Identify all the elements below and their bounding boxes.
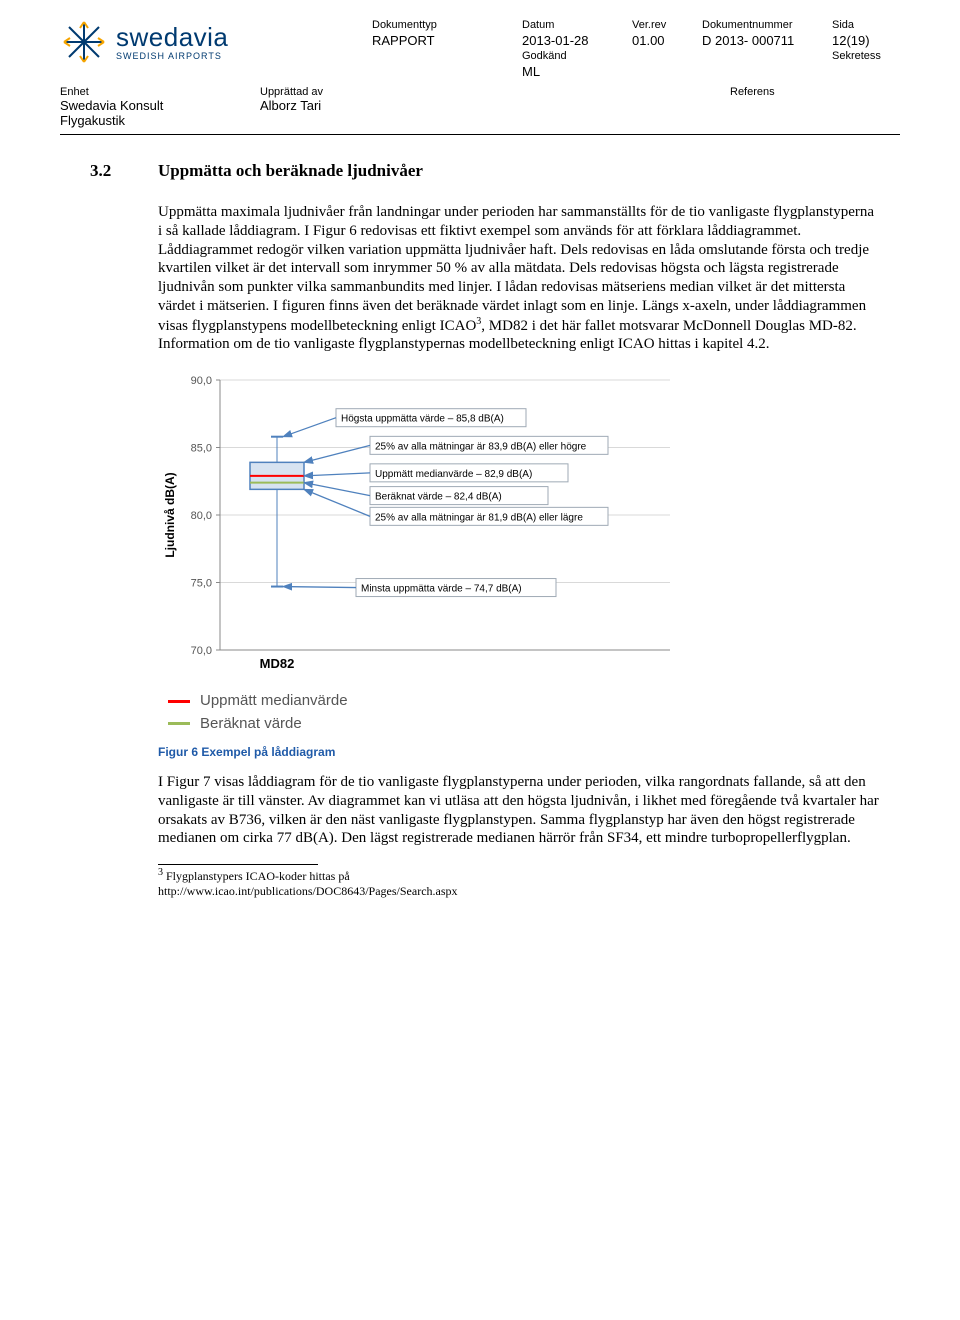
legend-median-label: Uppmätt medianvärde (200, 690, 348, 713)
svg-text:Ljudnivå dB(A): Ljudnivå dB(A) (163, 472, 177, 557)
meta-dokumenttyp: RAPPORT (370, 32, 520, 49)
svg-text:MD82: MD82 (260, 656, 295, 671)
snowflake-icon (60, 18, 108, 66)
enhet-2: Flygakustik (60, 113, 260, 128)
meta-datum: 2013-01-28 (520, 32, 630, 49)
enhet-lbl: Enhet (60, 86, 260, 98)
section-heading: 3.2 Uppmätta och beräknade ljudnivåer (90, 161, 900, 181)
svg-text:25% av alla mätningar är 83,9: 25% av alla mätningar är 83,9 dB(A) elle… (375, 441, 587, 452)
footnote-3: 3 Flygplanstypers ICAO-koder hittas på h… (158, 867, 900, 899)
meta-doknr-lbl: Dokumentnummer (700, 18, 830, 32)
section-number: 3.2 (90, 161, 134, 181)
doc-submeta: Enhet Swedavia Konsult Flygakustik Upprä… (60, 86, 900, 128)
boxplot-svg: 70,0 75,0 80,0 85,0 90,0 Ljudnivå dB(A) MD82 Hö… (158, 370, 678, 680)
svg-text:70,0: 70,0 (191, 645, 212, 657)
svg-text:90,0: 90,0 (191, 375, 212, 387)
para-1: Uppmätta maximala ljudnivåer från landni… (158, 203, 880, 354)
legend-median-dash (168, 700, 190, 703)
uppr: Alborz Tari (260, 98, 490, 113)
section-title: Uppmätta och beräknade ljudnivåer (158, 161, 423, 181)
meta-ver-lbl: Ver.rev (630, 18, 700, 32)
footnote-url: http://www.icao.int/publications/DOC8643… (158, 884, 458, 898)
uppr-lbl: Upprättad av (260, 86, 490, 98)
meta-sida-lbl: Sida (830, 18, 900, 32)
svg-text:75,0: 75,0 (191, 578, 212, 590)
meta-sekretess-lbl: Sekretess (830, 49, 900, 63)
meta-godkand: ML (520, 63, 630, 80)
legend-calc-dash (168, 722, 190, 725)
enhet-1: Swedavia Konsult (60, 98, 260, 113)
doc-meta: Dokumenttyp Datum Ver.rev Dokumentnummer… (370, 18, 900, 80)
svg-text:85,0: 85,0 (191, 443, 212, 455)
svg-text:Uppmätt medianvärde – 82,9 dB(: Uppmätt medianvärde – 82,9 dB(A) (375, 469, 532, 480)
svg-text:Högsta uppmätta värde – 85,8 d: Högsta uppmätta värde – 85,8 dB(A) (341, 414, 504, 425)
svg-text:80,0: 80,0 (191, 510, 212, 522)
meta-godkand-lbl: Godkänd (520, 49, 630, 63)
chart-legend: Uppmätt medianvärde Beräknat värde (168, 690, 900, 735)
header-rule (60, 134, 900, 135)
meta-dokumenttyp-lbl: Dokumenttyp (370, 18, 520, 32)
svg-text:Minsta uppmätta värde – 74,7 d: Minsta uppmätta värde – 74,7 dB(A) (361, 584, 522, 595)
doc-header: swedavia SWEDISH AIRPORTS Dokumenttyp Da… (60, 18, 900, 80)
logo: swedavia SWEDISH AIRPORTS (60, 18, 228, 66)
para-2: I Figur 7 visas låddiagram för de tio va… (158, 773, 880, 848)
meta-ver: 01.00 (630, 32, 700, 49)
meta-doknr: D 2013- 000711 (700, 32, 830, 49)
footnote-text: Flygplanstypers ICAO-koder hittas på (163, 869, 350, 883)
para-1-text: Uppmätta maximala ljudnivåer från landni… (158, 204, 874, 334)
meta-sida: 12(19) (830, 32, 900, 49)
brand-subtitle: SWEDISH AIRPORTS (116, 52, 228, 61)
figure-caption: Figur 6 Exempel på låddiagram (158, 745, 900, 759)
ref-lbl: Referens (730, 86, 900, 98)
legend-calc-label: Beräknat värde (200, 713, 302, 736)
svg-text:Beräknat värde – 82,4 dB(A): Beräknat värde – 82,4 dB(A) (375, 492, 502, 503)
brand-name: swedavia (116, 24, 228, 50)
footnote-rule (158, 864, 318, 865)
svg-text:25% av alla mätningar är 81,9: 25% av alla mätningar är 81,9 dB(A) elle… (375, 512, 583, 523)
boxplot-chart: 70,0 75,0 80,0 85,0 90,0 Ljudnivå dB(A) MD82 Hö… (158, 370, 900, 735)
meta-datum-lbl: Datum (520, 18, 630, 32)
